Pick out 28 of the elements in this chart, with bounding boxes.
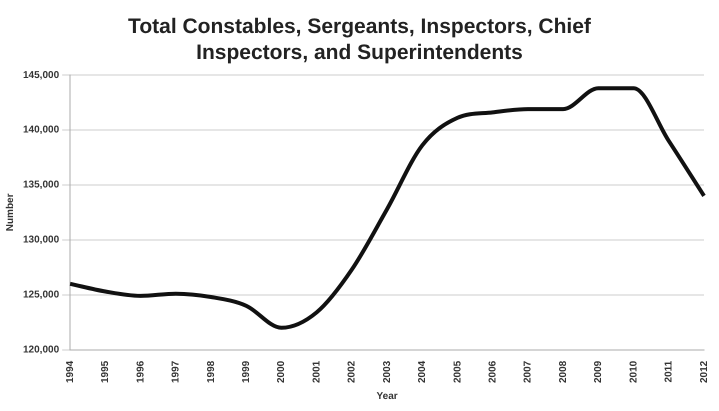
y-tick-label: 120,000	[22, 344, 60, 356]
y-tick-label: 130,000	[22, 234, 60, 246]
x-tick-label: 2010	[628, 360, 640, 384]
x-tick-label: 2005	[452, 360, 464, 384]
y-tick-label: 140,000	[22, 124, 60, 136]
x-tick-label: 1999	[240, 360, 252, 384]
x-tick-label: 1996	[135, 360, 146, 384]
x-tick-label: 1998	[206, 360, 217, 384]
x-axis-title: Year	[376, 390, 398, 402]
x-tick-label: 2006	[487, 360, 498, 384]
x-tick-label: 2009	[593, 360, 604, 384]
x-tick-label: 2000	[276, 360, 288, 384]
x-tick-label: 2012	[698, 360, 710, 384]
y-tick-label: 135,000	[22, 180, 60, 191]
x-tick-label: 2003	[382, 360, 393, 384]
x-tick-label: 2004	[417, 360, 428, 384]
x-tick-label: 2001	[311, 360, 322, 384]
x-tick-label: 1994	[64, 360, 76, 384]
y-tick-label: 125,000	[22, 290, 60, 301]
x-tick-label: 2011	[664, 360, 675, 382]
chart-title: Total Constables, Sergeants, Inspectors, Chief Inspectors, and Superintendents	[127, 14, 592, 66]
x-tick-label: 1997	[170, 360, 182, 384]
x-tick-label: 1995	[100, 360, 112, 384]
x-tick-label: 2002	[346, 360, 358, 384]
y-axis-title: Number	[4, 193, 16, 232]
x-tick-label: 2007	[522, 360, 534, 384]
y-tick-label: 145,000	[22, 70, 60, 81]
x-tick-label: 2008	[558, 360, 569, 384]
